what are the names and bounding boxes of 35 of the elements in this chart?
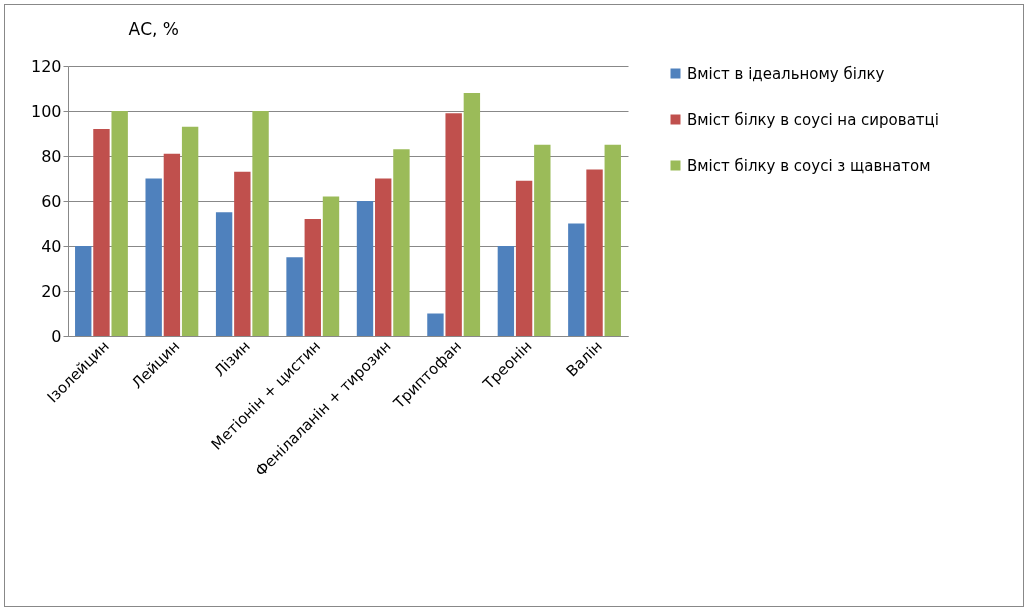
bar — [215, 212, 233, 336]
y-tick-label: 60 — [41, 191, 62, 211]
bar — [393, 149, 410, 336]
y-tick-label: 120 — [30, 56, 62, 76]
bar — [234, 171, 251, 336]
bar — [304, 219, 321, 336]
y-tick-label: 100 — [30, 101, 62, 121]
bar — [163, 153, 181, 336]
bar — [375, 178, 392, 336]
bar — [568, 223, 585, 336]
bar — [181, 126, 199, 336]
bar — [427, 313, 444, 336]
bar — [322, 196, 340, 336]
legend-label: Вміст білку в соусі на сироватці — [687, 110, 939, 129]
y-axis-title: АС, % — [128, 18, 179, 39]
bar — [463, 93, 481, 336]
y-tick-label: 0 — [51, 326, 62, 346]
bar — [252, 111, 269, 336]
bar — [497, 246, 515, 336]
bar — [515, 180, 533, 336]
bar — [356, 201, 374, 336]
legend-label: Вміст в ідеальному білку — [687, 64, 885, 83]
bar — [75, 246, 92, 336]
legend-label: Вміст білку в соусі з щавнатом — [687, 156, 931, 175]
bar — [286, 257, 303, 336]
bar — [604, 144, 621, 336]
y-tick-label: 40 — [41, 236, 62, 256]
bar — [534, 144, 551, 336]
bar — [111, 111, 128, 336]
bar — [145, 178, 162, 336]
y-tick-label: 80 — [41, 146, 62, 166]
bar — [93, 129, 110, 336]
bar — [586, 169, 603, 336]
y-tick-label: 20 — [41, 281, 62, 301]
bar — [445, 113, 462, 336]
